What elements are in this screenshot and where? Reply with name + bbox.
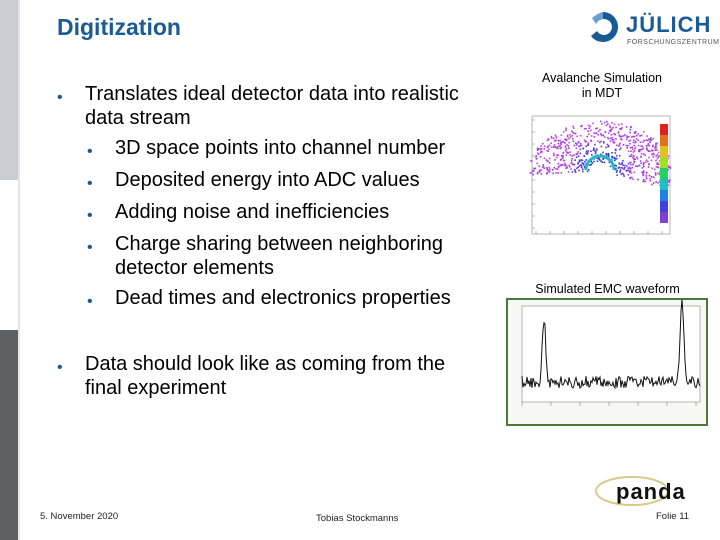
avalanche-simulation-image	[508, 110, 690, 244]
emc-waveform-image	[506, 298, 708, 426]
bullet-sub-3: • Adding noise and inefficiencies	[57, 200, 507, 224]
bullet-sub-3-text: Adding noise and inefficiencies	[115, 201, 390, 223]
left-stripe-white	[0, 180, 18, 330]
juelich-logo-subtitle: FORSCHUNGSZENTRUM	[627, 39, 720, 46]
bullet-main-1-line-1: Translates ideal detector data into real…	[85, 83, 459, 105]
emc-waveform-plot	[508, 299, 706, 424]
juelich-logo-name: JÜLICH	[626, 12, 712, 37]
bullet-main-2-line-1: Data should look like as coming from the	[85, 353, 446, 375]
bullet-sub-5-text: Dead times and electronics properties	[115, 287, 451, 309]
bullet-dot: •	[87, 143, 93, 160]
bullet-dot: •	[57, 359, 63, 376]
bullet-dot: •	[87, 175, 93, 192]
avalanche-caption-line-2: in MDT	[581, 86, 623, 100]
footer-author: Tobias Stockmanns	[316, 513, 399, 524]
bullet-dot: •	[87, 293, 93, 310]
juelich-logo-mark-icon	[591, 12, 618, 42]
panda-logo: panda	[595, 476, 686, 506]
bullet-sub-5: • Dead times and electronics properties	[57, 286, 507, 310]
left-stripe-light	[0, 0, 18, 180]
bullet-sub-1-text: 3D space points into channel number	[115, 137, 446, 159]
footer-slide-number: Folie 11	[656, 511, 690, 522]
left-stripe-line	[18, 0, 20, 540]
bullet-main-2: • Data should look like as coming from t…	[57, 352, 507, 400]
bullet-main-1: • Translates ideal detector data into re…	[57, 82, 507, 130]
slide-title: Digitization	[57, 14, 181, 40]
bullet-sub-4: • Charge sharing between neighboring det…	[57, 232, 507, 280]
bullet-list: • Translates ideal detector data into re…	[57, 82, 507, 400]
bullet-sub-2: • Deposited energy into ADC values	[57, 168, 507, 192]
bullet-sub-1: • 3D space points into channel number	[57, 136, 507, 160]
bullet-main-2-line-2: final experiment	[85, 377, 227, 399]
bullet-sub-4-line-2: detector elements	[115, 257, 274, 279]
bullet-dot: •	[57, 89, 63, 106]
panda-logo-text: panda	[616, 479, 686, 504]
juelich-logo: JÜLICH FORSCHUNGSZENTRUM	[586, 10, 719, 52]
bullet-main-1-line-2: data stream	[85, 107, 191, 129]
bullet-sub-2-text: Deposited energy into ADC values	[115, 169, 420, 191]
avalanche-caption: Avalanche Simulation in MDT	[522, 71, 682, 101]
bullet-sub-4-line-1: Charge sharing between neighboring	[115, 233, 444, 255]
avalanche-caption-line-1: Avalanche Simulation	[542, 71, 662, 85]
left-stripe-dark	[0, 330, 18, 540]
bullet-dot: •	[87, 239, 93, 256]
waveform-caption: Simulated EMC waveform	[535, 282, 680, 296]
bullet-dot: •	[87, 207, 93, 224]
footer-date: 5. November 2020	[40, 511, 119, 522]
